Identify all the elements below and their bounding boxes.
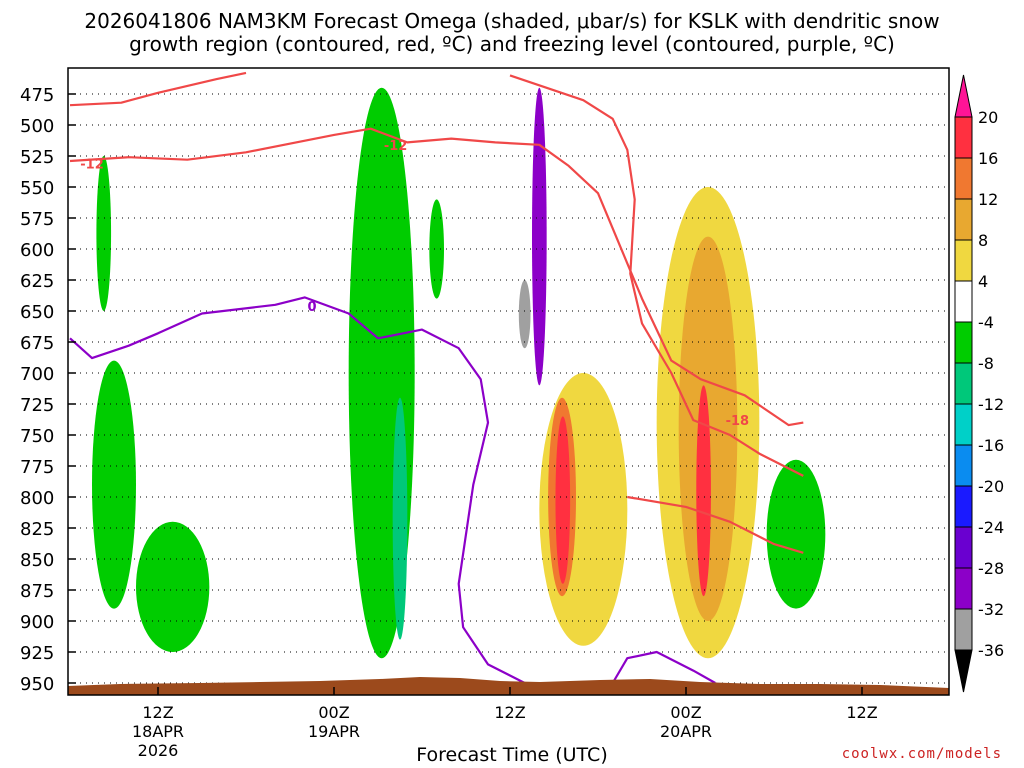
- colorbar-segment-2: [954, 526, 973, 569]
- x-tick-year-12: 2026: [138, 741, 179, 760]
- contour-label-1: -12: [384, 139, 408, 154]
- freezing-level-contour: [69, 296, 526, 684]
- y-axis: 475 500 525 550 575 600 625 650 675 700 725 750 775 8…: [20, 85, 76, 695]
- colorbar-bottom-arrow: [954, 649, 973, 693]
- colorbar-label-9: -20: [978, 477, 1004, 496]
- y-tick-label-900: 900: [20, 612, 54, 633]
- colorbar-segment-12: [954, 116, 973, 159]
- colorbar: 20 16 12 8 4 -4 -8 -12 -16 -20 -24 -28 -32 -36: [954, 74, 1004, 693]
- colorbar-label-0: 20: [978, 108, 998, 127]
- plot-frame: [67, 67, 950, 696]
- colorbar-label-1: 16: [978, 149, 998, 168]
- y-tick-label-625: 625: [20, 271, 54, 292]
- colorbar-label-12: -32: [978, 600, 1004, 619]
- colorbar-label-4: 4: [978, 272, 988, 291]
- colorbar-segment-4: [954, 444, 973, 487]
- y-tick-label-550: 550: [20, 178, 54, 199]
- colorbar-label-10: -24: [978, 518, 1004, 537]
- y-tick-label-750: 750: [20, 426, 54, 447]
- colorbar-label-6: -8: [978, 354, 994, 373]
- y-tick-label-775: 775: [20, 457, 54, 478]
- colorbar-label-8: -16: [978, 436, 1004, 455]
- colorbar-top-arrow: [954, 74, 973, 118]
- chart-title-line-1: 2026041806 NAM3KM Forecast Omega (shaded…: [84, 9, 940, 33]
- dendritic-top-contour: [69, 71, 247, 107]
- contour-label-0: -12: [80, 157, 104, 172]
- x-tick-date-48: 20APR: [660, 722, 712, 741]
- dendritic-middle-contour: [69, 127, 804, 427]
- colorbar-label-13: -36: [978, 641, 1004, 660]
- y-tick-label-675: 675: [20, 333, 54, 354]
- terrain-ground: [68, 677, 949, 695]
- omega-region-7: [518, 280, 531, 349]
- colorbar-label-7: -12: [978, 395, 1004, 414]
- colorbar-segment-11: [954, 157, 973, 200]
- omega-region-2: [136, 521, 210, 653]
- omega-region-10: [555, 416, 571, 584]
- y-tick-label-925: 925: [20, 643, 54, 664]
- colorbar-segment-8: [954, 280, 973, 323]
- y-tick-label-650: 650: [20, 302, 54, 323]
- x-tick-label-36: 12Z: [494, 703, 525, 722]
- contour-labels: -12 -12 0 -18: [80, 139, 749, 429]
- y-tick-label-725: 725: [20, 395, 54, 416]
- omega-region-6: [532, 87, 547, 386]
- y-tick-label-525: 525: [20, 147, 54, 168]
- dendritic-right-contour: [509, 74, 804, 477]
- contour-label-3: -18: [726, 414, 750, 429]
- y-tick-label-875: 875: [20, 581, 54, 602]
- x-tick-label-60: 12Z: [846, 703, 877, 722]
- colorbar-segment-9: [954, 239, 973, 282]
- colorbar-label-3: 8: [978, 231, 988, 250]
- colorbar-segment-3: [954, 485, 973, 528]
- omega-region-14: [766, 459, 826, 609]
- site-credit: coolwx.com/models: [841, 746, 1002, 762]
- contour-label-2: 0: [307, 300, 316, 315]
- omega-region-13: [696, 385, 711, 597]
- y-tick-label-475: 475: [20, 85, 54, 106]
- colorbar-segment-5: [954, 403, 973, 446]
- contour-lines: [69, 71, 804, 684]
- colorbar-label-5: -4: [978, 313, 994, 332]
- omega-region-5: [392, 397, 408, 640]
- omega-region-4: [429, 199, 444, 299]
- y-tick-label-500: 500: [20, 116, 54, 137]
- y-tick-label-700: 700: [20, 364, 54, 385]
- x-tick-date-24: 19APR: [308, 722, 360, 741]
- omega-region-1: [92, 360, 136, 609]
- y-tick-label-575: 575: [20, 209, 54, 230]
- x-tick-date-12: 18APR: [132, 722, 184, 741]
- colorbar-segment-6: [954, 362, 973, 405]
- x-axis-label: Forecast Time (UTC): [416, 744, 608, 766]
- x-tick-label-48: 00Z: [670, 703, 701, 722]
- omega-shading: [92, 87, 826, 659]
- chart-title-line-2: growth region (contoured, red, ºC) and f…: [129, 32, 895, 56]
- colorbar-label-2: 12: [978, 190, 998, 209]
- y-tick-label-800: 800: [20, 488, 54, 509]
- colorbar-segment-7: [954, 321, 973, 364]
- x-tick-label-12: 12Z: [142, 703, 173, 722]
- y-tick-label-600: 600: [20, 240, 54, 261]
- y-tick-label-950: 950: [20, 674, 54, 695]
- y-tick-label-850: 850: [20, 550, 54, 571]
- omega-region-0: [96, 156, 112, 311]
- y-tick-label-825: 825: [20, 519, 54, 540]
- colorbar-label-11: -28: [978, 559, 1004, 578]
- colorbar-segment-0: [954, 608, 973, 651]
- colorbar-segment-10: [954, 198, 973, 241]
- colorbar-segment-1: [954, 567, 973, 610]
- freezing-level-contour-2: [611, 650, 716, 684]
- dendritic-lower-contour: [627, 495, 804, 554]
- x-tick-label-24: 00Z: [318, 703, 349, 722]
